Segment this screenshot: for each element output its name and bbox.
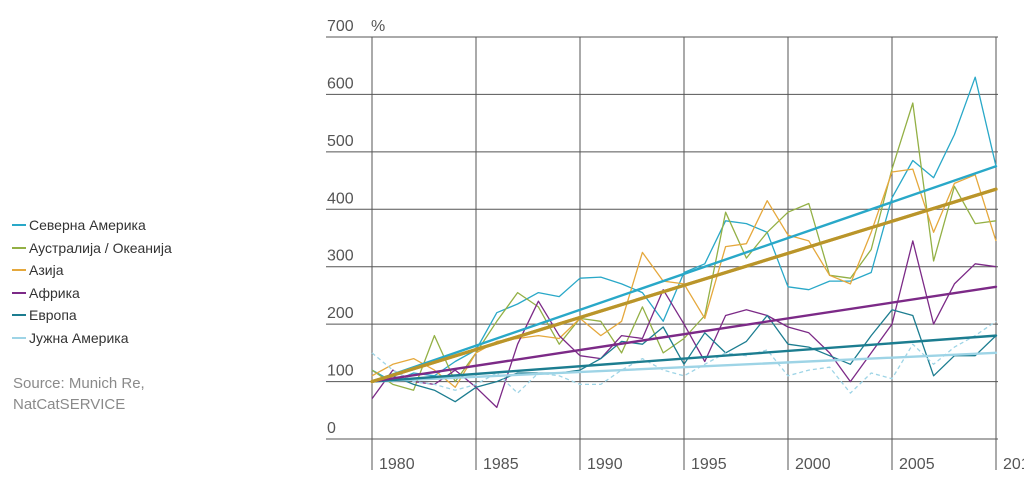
trend-line bbox=[370, 334, 998, 383]
legend-swatch bbox=[12, 246, 26, 249]
axis-labels: 0 100 200 300 400 500 600 700 % 1980 1985 1990 1995 2… bbox=[327, 18, 1024, 473]
trend-lines bbox=[370, 165, 998, 384]
trend-line bbox=[370, 285, 998, 383]
series-line bbox=[371, 309, 997, 403]
legend: Северна Америка Аустралија / Океанија Аз… bbox=[12, 214, 172, 349]
legend-item: Јужна Америка bbox=[12, 327, 172, 350]
legend-item: Аустралија / Океанија bbox=[12, 237, 172, 260]
legend-swatch bbox=[12, 291, 26, 294]
source-line: Source: Munich Re, bbox=[13, 375, 145, 392]
trend-line bbox=[370, 165, 998, 383]
legend-item: Европа bbox=[12, 304, 172, 327]
x-tick-label: 1985 bbox=[483, 456, 519, 473]
x-tick-label: 1990 bbox=[587, 456, 623, 473]
legend-label: Јужна Америка bbox=[29, 329, 129, 346]
y-tick-label: 400 bbox=[327, 190, 354, 207]
y-tick-label: 0 bbox=[327, 420, 336, 437]
x-tick-label: 2000 bbox=[795, 456, 831, 473]
series-line bbox=[371, 320, 997, 394]
x-tick-label: 2005 bbox=[899, 456, 935, 473]
legend-item: Азија bbox=[12, 259, 172, 282]
y-tick-label: 300 bbox=[327, 248, 354, 265]
y-tick-label: 200 bbox=[327, 305, 354, 322]
source-line: NatCatSERVICE bbox=[13, 396, 126, 413]
legend-swatch bbox=[12, 314, 26, 317]
x-tick-label: 2010 bbox=[1003, 456, 1024, 473]
y-tick-label: 600 bbox=[327, 75, 354, 92]
trend-line bbox=[370, 187, 998, 384]
x-tick-label: 1995 bbox=[691, 456, 727, 473]
legend-label: Аустралија / Океанија bbox=[29, 239, 172, 256]
y-tick-label: 100 bbox=[327, 363, 354, 380]
legend-swatch bbox=[12, 336, 26, 339]
y-tick-label: 500 bbox=[327, 133, 354, 150]
y-axis-unit: % bbox=[371, 18, 385, 35]
legend-label: Европа bbox=[29, 307, 77, 324]
x-tick-label: 1980 bbox=[379, 456, 415, 473]
source-note: Source: Munich Re, NatCatSERVICE bbox=[13, 373, 145, 415]
trend-line bbox=[370, 351, 998, 383]
legend-item: Северна Америка bbox=[12, 214, 172, 237]
legend-label: Северна Америка bbox=[29, 217, 146, 234]
legend-item: Африка bbox=[12, 282, 172, 305]
grid bbox=[326, 36, 998, 470]
legend-swatch bbox=[12, 269, 26, 272]
y-tick-label: 700 bbox=[327, 18, 354, 35]
legend-swatch bbox=[12, 224, 26, 227]
legend-label: Африка bbox=[29, 284, 80, 301]
legend-label: Азија bbox=[29, 262, 64, 279]
